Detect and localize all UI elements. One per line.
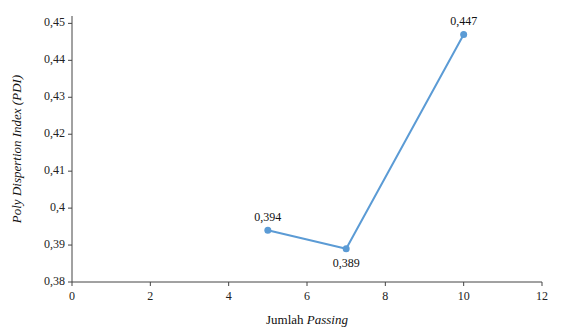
y-tick-label: 0,38	[44, 274, 65, 288]
x-tick	[463, 282, 464, 286]
x-tick	[72, 282, 73, 286]
x-tick-label: 10	[458, 289, 470, 303]
y-tick-label: 0,43	[44, 89, 65, 103]
x-tick-label: 6	[304, 289, 310, 303]
y-tick	[68, 208, 72, 209]
x-tick	[307, 282, 308, 286]
x-tick-label: 4	[226, 289, 232, 303]
y-tick	[68, 97, 72, 98]
x-axis-label-word: Passing	[304, 312, 349, 327]
x-tick	[150, 282, 151, 286]
y-tick	[68, 245, 72, 246]
x-axis-label: Jumlah Passing	[266, 312, 348, 327]
x-tick	[385, 282, 386, 286]
x-tick	[228, 282, 229, 286]
data-label: 0,394	[254, 210, 281, 224]
background	[0, 0, 566, 334]
y-tick-label: 0,41	[44, 163, 65, 177]
y-tick	[68, 171, 72, 172]
y-tick-label: 0,45	[44, 15, 65, 29]
x-tick-label: 8	[382, 289, 388, 303]
x-tick-label: 2	[147, 289, 153, 303]
y-axis-line	[72, 16, 73, 282]
y-tick	[68, 282, 72, 283]
line	[268, 34, 464, 248]
y-tick	[68, 134, 72, 135]
x-tick	[542, 282, 543, 286]
plot-area	[264, 31, 467, 252]
y-tick-label: 0,39	[44, 237, 65, 251]
marker	[460, 31, 467, 38]
x-tick-label: 12	[536, 289, 548, 303]
y-tick-label: 0,4	[50, 200, 65, 214]
y-tick	[68, 60, 72, 61]
y-tick-label: 0,44	[44, 52, 65, 66]
y-tick-label: 0,42	[44, 126, 65, 140]
data-label: 0,389	[333, 256, 360, 270]
y-axis-label: Poly Dispertion Index (PDI)	[9, 75, 24, 224]
data-label: 0,447	[450, 14, 477, 28]
y-tick	[68, 23, 72, 24]
marker	[264, 227, 271, 234]
x-axis-label-word: Jumlah	[266, 312, 304, 327]
marker	[343, 245, 350, 252]
x-tick-label: 0	[69, 289, 75, 303]
chart: 0,38 0,39 0,4 0,41 0,42 0,43 0,44 0,45 0 2 4 6 8 10 12…	[0, 0, 566, 334]
